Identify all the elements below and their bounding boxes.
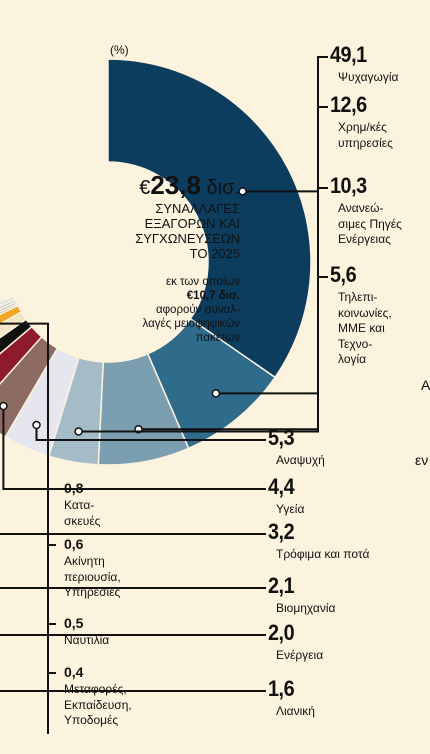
edge-fragment-text: εν	[415, 452, 429, 468]
label-line: σκευές	[64, 513, 101, 528]
slice-value: 10,3	[330, 173, 367, 198]
label-line: υπηρεσίες	[338, 135, 393, 150]
label-line: Βιομηχανία	[276, 601, 336, 615]
slice-label: Χρημ/κές υπηρεσίες	[338, 120, 393, 151]
total-prefix: €	[139, 177, 151, 199]
label-line: Χρημ/κές	[338, 120, 387, 134]
label-line: Τηλεπι-	[338, 290, 378, 304]
label-line: Υπηρεσίες	[64, 585, 121, 599]
label-line: Ανανεώ-	[338, 201, 384, 215]
slice-label-small: Μεταφορές, Εκπαίδευση, Υποδομές	[64, 682, 132, 729]
leader-dot	[211, 389, 221, 398]
leader-dot	[0, 401, 8, 411]
leader-line	[2, 406, 266, 490]
center-title-line: ΣΥΝΑΛΛΑΓΕΣ	[155, 201, 240, 216]
slice-value: 4,4	[268, 474, 295, 499]
label-line: Τρόφιμα και ποτά	[276, 547, 370, 561]
slice-13	[0, 295, 17, 307]
leader-line	[0, 587, 266, 589]
label-line: Εκπαίδευση,	[64, 697, 132, 712]
label-line: Ενέργεια	[276, 648, 324, 662]
slice-value: 1,6	[268, 676, 295, 701]
note-line: εκ των οποίων	[165, 276, 240, 288]
leader-line	[0, 690, 266, 692]
slice-label: Αναψυχή	[276, 453, 325, 469]
note-line: πακέτων	[195, 332, 240, 344]
label-line: Ψυχαγωγία	[338, 70, 399, 84]
leader-line-small	[0, 322, 49, 734]
label-line: σιμες Πηγές	[338, 216, 402, 231]
leader-dot	[32, 420, 41, 430]
label-line: Λιανική	[276, 704, 315, 718]
label-line: Υγεία	[276, 502, 305, 516]
label-line: ΜΜΕ και	[338, 321, 385, 335]
label-line: περιουσία,	[64, 569, 121, 584]
label-line: Ναυτιλία	[64, 633, 110, 647]
leader-dot	[238, 187, 247, 196]
note-line: λαγές μειοψηφικών	[142, 318, 241, 330]
label-line: λογία	[338, 352, 367, 366]
slice-value-small: 0,4	[64, 664, 84, 680]
leader-line	[0, 634, 266, 636]
label-line: Ενέργειας	[338, 232, 391, 246]
total-value: €23,8 δισ.	[70, 172, 240, 201]
slice-label: Τηλεπι-κοινωνίες, ΜΜΕ και Τεχνο-λογία	[338, 290, 392, 368]
slice-label-small: Ναυτιλία	[64, 633, 109, 649]
label-line: κοινωνίες,	[338, 305, 392, 320]
center-title-line: ΣΥΓΧΩΝΕΥΣΕΩΝ	[135, 231, 240, 246]
note-line: αφορούν συναλ-	[155, 304, 240, 316]
slice-label: Λιανική	[276, 704, 315, 720]
leader-line	[78, 276, 328, 433]
slice-value: 3,2	[268, 519, 295, 544]
slice-0	[107, 58, 312, 379]
slice-value: 12,6	[330, 92, 367, 117]
slice-value: 5,6	[330, 262, 357, 287]
leader-dot	[74, 427, 83, 436]
slice-label-small: Κατα-σκευές	[64, 498, 100, 529]
slice-value: 5,3	[268, 425, 295, 450]
unit-label: (%)	[110, 43, 129, 57]
label-line: Τεχνο-	[338, 336, 373, 351]
slice-label: Ανανεώ-σιμες Πηγές Ενέργειας	[338, 201, 402, 248]
leader-line	[0, 533, 266, 535]
edge-fragment-text: Α	[421, 377, 430, 393]
slice-label: Υγεία	[276, 502, 304, 518]
slice-label: Βιομηχανία	[276, 601, 335, 617]
total-unit: δισ.	[200, 177, 241, 199]
label-line: Κατα-	[64, 498, 95, 512]
center-title-line: ΕΞΑΓΟΡΩΝ ΚΑΙ	[144, 216, 240, 231]
center-note: εκ των οποίων €10,7 δισ. αφορούν συναλ- …	[70, 275, 241, 345]
label-line: Μεταφορές,	[64, 682, 127, 696]
label-line: Αναψυχή	[276, 453, 325, 467]
slice-label: Ψυχαγωγία	[338, 70, 398, 86]
slice-value-small: 0,5	[64, 615, 84, 631]
note-value: €10,7 δισ.	[186, 290, 240, 302]
slice-value: 49,1	[330, 42, 367, 67]
center-title-line: ΤΟ 2025	[189, 246, 240, 261]
slice-label: Τρόφιμα και ποτά	[276, 547, 369, 563]
slice-value-small: 0,6	[64, 536, 84, 552]
slice-label-small: Ακίνητη περιουσία, Υπηρεσίες	[64, 554, 121, 601]
slice-label: Ενέργεια	[276, 648, 323, 664]
label-line: Ακίνητη	[64, 554, 105, 568]
slice-value: 2,1	[268, 573, 295, 598]
slice-value-small: 0,8	[64, 480, 84, 496]
total-number: 23,8	[150, 170, 201, 200]
slice-value: 2,0	[268, 620, 295, 645]
label-line: Υποδομές	[64, 713, 119, 727]
center-title: ΣΥΝΑΛΛΑΓΕΣ ΕΞΑΓΟΡΩΝ ΚΑΙ ΣΥΓΧΩΝΕΥΣΕΩΝ ΤΟ …	[70, 201, 240, 261]
leader-line	[35, 425, 266, 441]
